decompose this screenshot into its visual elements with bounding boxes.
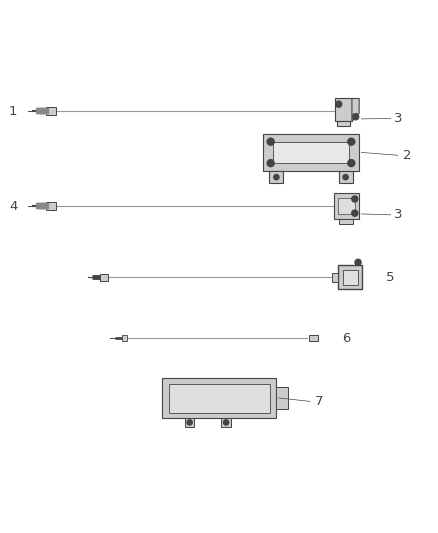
Bar: [335, 99, 352, 122]
Circle shape: [336, 101, 342, 107]
Bar: [269, 171, 283, 183]
Bar: [162, 378, 276, 418]
Circle shape: [353, 114, 359, 120]
Circle shape: [352, 210, 358, 216]
Bar: [332, 273, 338, 282]
Text: 7: 7: [315, 395, 324, 408]
Bar: [122, 335, 127, 342]
Circle shape: [223, 420, 229, 425]
Bar: [263, 134, 359, 171]
Bar: [46, 201, 56, 211]
Circle shape: [355, 259, 361, 265]
Bar: [272, 142, 349, 163]
Text: 1: 1: [9, 104, 18, 117]
Bar: [100, 273, 108, 281]
Text: 3: 3: [394, 112, 403, 125]
Circle shape: [267, 159, 274, 167]
Bar: [339, 171, 353, 183]
Circle shape: [348, 138, 355, 145]
Text: 5: 5: [386, 271, 394, 284]
Circle shape: [352, 196, 358, 202]
Polygon shape: [352, 99, 359, 122]
Bar: [337, 122, 350, 126]
Bar: [309, 335, 318, 342]
Bar: [343, 270, 358, 285]
Bar: [339, 219, 353, 224]
Text: 2: 2: [403, 149, 411, 161]
Bar: [338, 265, 363, 289]
Bar: [46, 107, 56, 115]
Text: 6: 6: [342, 332, 350, 345]
Circle shape: [267, 138, 274, 145]
Circle shape: [343, 174, 348, 180]
Bar: [334, 193, 359, 219]
Bar: [338, 198, 355, 214]
Circle shape: [187, 420, 192, 425]
Bar: [221, 418, 231, 427]
Bar: [169, 384, 270, 413]
Circle shape: [274, 174, 279, 180]
Text: 3: 3: [394, 208, 403, 221]
Circle shape: [348, 159, 355, 167]
Bar: [185, 418, 194, 427]
Text: 4: 4: [9, 199, 18, 213]
Bar: [276, 387, 288, 409]
